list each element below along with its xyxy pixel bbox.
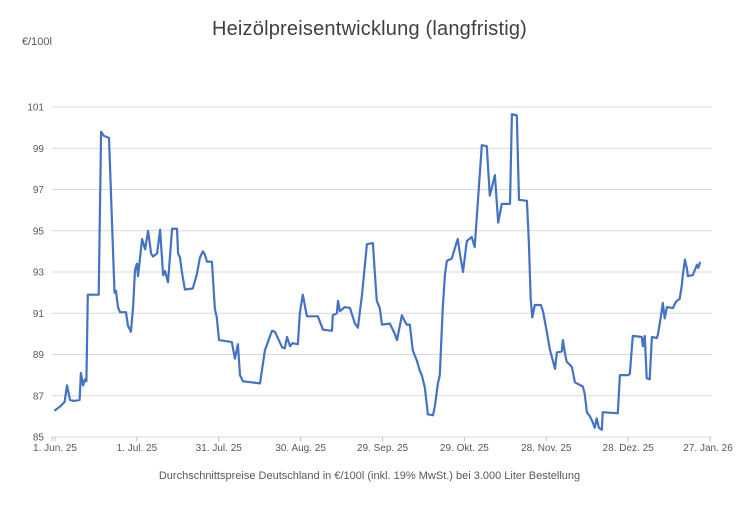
y-axis-label: 97 xyxy=(33,185,45,196)
x-axis-label: 27. Jan. 26 xyxy=(683,443,733,454)
chart-caption: Durchschnittspreise Deutschland in €/100… xyxy=(158,470,581,482)
x-axis-label: 1. Jul. 25 xyxy=(117,443,158,454)
y-axis-unit-label: €/100l xyxy=(22,36,52,48)
x-axis-label: 29. Okt. 25 xyxy=(440,443,489,454)
y-axis-label: 95 xyxy=(33,226,45,237)
chart-title: Heizölpreisentwicklung (langfristig) xyxy=(211,18,528,40)
y-axis-label: 99 xyxy=(33,144,45,155)
y-axis-label: 91 xyxy=(33,309,45,320)
y-axis-label: 89 xyxy=(33,350,45,361)
y-axis-label: 93 xyxy=(33,268,45,279)
x-axis-label: 1. Jun. 25 xyxy=(33,443,77,454)
price-line xyxy=(53,113,702,431)
x-axis-label: 29. Sep. 25 xyxy=(357,443,409,454)
x-axis-label: 30. Aug. 25 xyxy=(275,443,326,454)
x-axis-label: 28. Dez. 25 xyxy=(603,443,655,454)
y-axis-label: 85 xyxy=(33,433,45,444)
y-axis-label: 87 xyxy=(33,391,45,402)
x-axis-label: 28. Nov. 25 xyxy=(521,443,572,454)
x-axis-label: 31. Jul. 25 xyxy=(196,443,243,454)
y-axis-label: 101 xyxy=(27,103,44,114)
